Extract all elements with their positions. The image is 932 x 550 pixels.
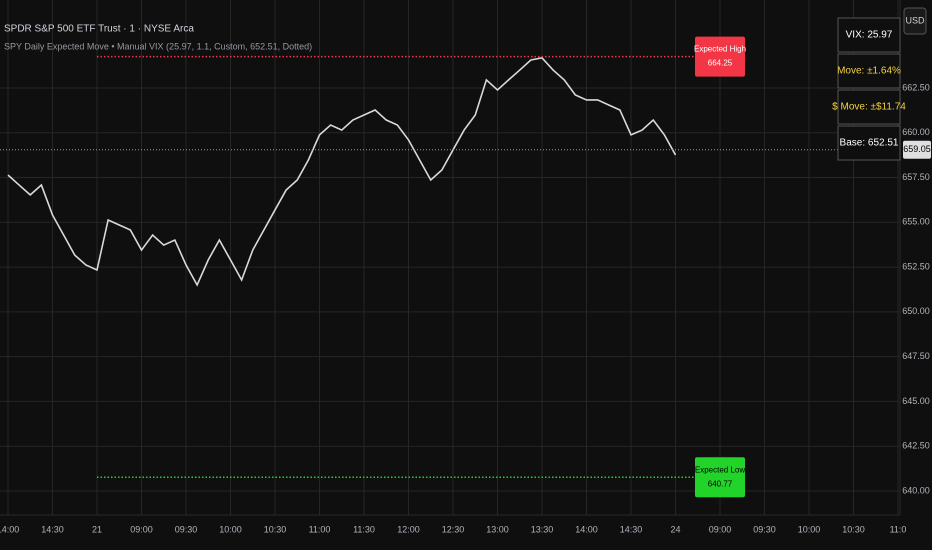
- x-tick-label: 13:00: [486, 524, 509, 534]
- x-tick-label: 14:00: [575, 524, 598, 534]
- x-tick-label: 10:30: [842, 524, 865, 534]
- x-tick-label: 14:30: [620, 524, 643, 534]
- panel-text: $ Move: ±$11.74: [832, 102, 906, 113]
- price-line: [7, 56, 677, 287]
- y-tick-label: 640.00: [902, 485, 930, 495]
- x-tick-label: 14:00: [0, 524, 19, 534]
- expected-move-name: Expected High: [694, 45, 746, 54]
- expected-move-tag: [695, 457, 745, 498]
- y-tick-label: 660.00: [902, 127, 930, 137]
- last-price-label: 659.05: [903, 144, 931, 154]
- y-tick-label: 645.00: [902, 396, 930, 406]
- expected-move-tag: [695, 36, 745, 77]
- y-tick-label: 650.00: [902, 306, 930, 316]
- currency-button[interactable]: [903, 7, 927, 35]
- y-tick-label: 662.50: [902, 82, 930, 92]
- panel-cell: [837, 17, 901, 53]
- x-tick-label: 11:0: [890, 524, 907, 534]
- expected-move-value: 640.77: [708, 479, 733, 488]
- y-tick-label: 655.00: [902, 217, 930, 227]
- x-tick-label: 09:00: [709, 524, 732, 534]
- panel-cell: [837, 125, 901, 161]
- x-tick-label: 12:30: [442, 524, 465, 534]
- last-price-tag: [903, 140, 931, 159]
- expected-move-value: 664.25: [708, 59, 733, 68]
- x-tick-label: 09:00: [130, 524, 153, 534]
- y-tick-label: 652.50: [902, 261, 930, 271]
- y-tick-label: 647.50: [902, 351, 930, 361]
- grid: [0, 0, 900, 515]
- info-panel: VIX: 25.97 Move: ±1.64% $ Move: ±$11.74 Bas…: [832, 17, 906, 161]
- x-tick-label: 11:30: [353, 524, 375, 534]
- panel-cell: [837, 89, 901, 125]
- panel-text: Move: ±1.64%: [837, 66, 901, 77]
- x-tick-label: 21: [92, 524, 102, 534]
- panel-text: Base: 652.51: [840, 138, 899, 149]
- x-tick-label: 10:30: [264, 524, 287, 534]
- y-tick-label: 642.50: [902, 441, 930, 451]
- x-tick-label: 11:00: [309, 524, 331, 534]
- x-tick-label: 12:00: [397, 524, 420, 534]
- indicator-title: SPY Daily Expected Move • Manual VIX (25…: [4, 41, 312, 51]
- plot: Expected High 664.25 Expected Low 640.77: [0, 36, 900, 498]
- y-tick-label: 657.50: [902, 172, 930, 182]
- panel-cell: [837, 53, 901, 89]
- x-tick-label: 10:00: [798, 524, 821, 534]
- x-tick-label: 14:30: [41, 524, 64, 534]
- x-tick-label: 09:30: [753, 524, 776, 534]
- expected-move-name: Expected Low: [695, 465, 745, 474]
- x-tick-label: 13:30: [531, 524, 554, 534]
- x-tick-label: 09:30: [175, 524, 198, 534]
- x-tick-label: 24: [670, 524, 680, 534]
- panel-text: VIX: 25.97: [846, 30, 893, 41]
- currency-label[interactable]: USD: [905, 15, 925, 25]
- x-tick-label: 10:00: [219, 524, 242, 534]
- symbol-title: SPDR S&P 500 ETF Trust · 1 · NYSE Arca: [4, 24, 194, 35]
